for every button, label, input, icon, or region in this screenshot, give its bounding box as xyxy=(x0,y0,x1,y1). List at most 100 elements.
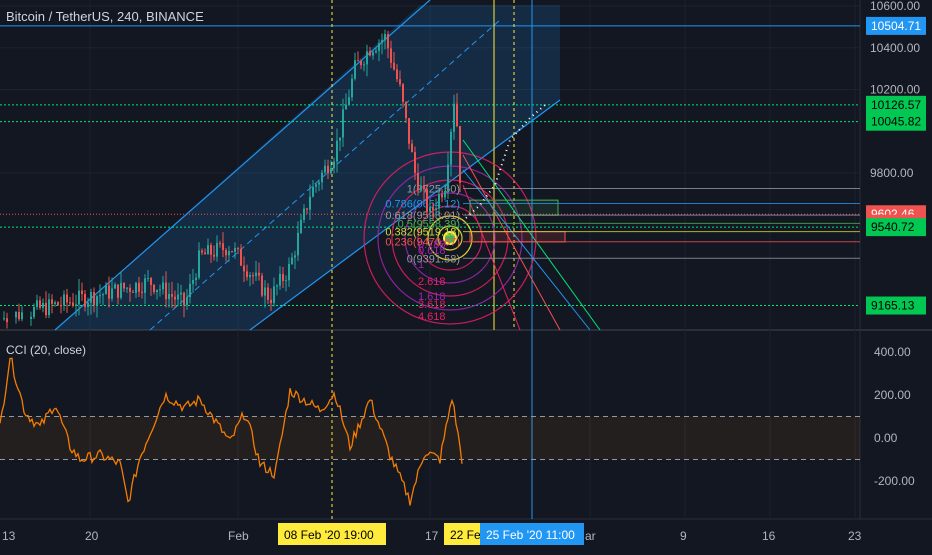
fib-green-zone xyxy=(469,199,559,216)
channel-fill xyxy=(55,5,560,330)
price-badge-bg-5 xyxy=(866,218,926,237)
time-label-4: ar xyxy=(585,529,596,543)
fib-level-label-2: 0.618(9598.01) xyxy=(385,210,460,222)
fan-line-0 xyxy=(462,139,601,331)
candle-body-112 xyxy=(339,137,341,141)
candle-body-43 xyxy=(132,291,134,293)
fib-circle-5 xyxy=(377,165,523,311)
candle-body-63 xyxy=(192,279,194,284)
candle-body-102 xyxy=(309,196,311,210)
candle-body-108 xyxy=(327,165,329,174)
candle-body-96 xyxy=(291,257,293,264)
candle-body-54 xyxy=(165,282,167,300)
fan-line-3 xyxy=(462,184,521,331)
cci-tick-2: 0.00 xyxy=(874,431,898,445)
candle-body-18 xyxy=(57,302,59,306)
candle-body-28 xyxy=(87,302,89,307)
candle-body-106 xyxy=(321,172,323,183)
candle-body-133 xyxy=(402,84,404,102)
time-label-5: 9 xyxy=(680,529,687,543)
candle-body-78 xyxy=(237,248,239,250)
candle-body-100 xyxy=(303,208,305,220)
candle-body-116 xyxy=(351,78,353,98)
candle-body-58 xyxy=(177,294,179,300)
candle-body-55 xyxy=(168,294,170,300)
candle-body-34 xyxy=(105,285,107,295)
candle-body-120 xyxy=(363,64,365,66)
candle-body-44 xyxy=(135,282,137,293)
fib-level-label-5: 0.236(9470.67) xyxy=(385,237,460,249)
candle-body-70 xyxy=(213,254,215,257)
time-label-2: Feb xyxy=(228,529,249,543)
candle-body-126 xyxy=(381,40,383,44)
time-highlight-0: 08 Feb '20 19:00 xyxy=(284,528,374,542)
candle-body-21 xyxy=(66,294,68,303)
candle-body-20 xyxy=(63,294,65,306)
time-highlight-1: 22 Feb xyxy=(450,528,488,542)
fib-level-label-1: 0.786(9654.12) xyxy=(385,198,460,210)
candle-body-80 xyxy=(243,265,245,272)
candle-body-81 xyxy=(246,271,248,278)
candle-body-76 xyxy=(231,251,233,253)
candle-body-109 xyxy=(330,168,332,174)
candle-body-49 xyxy=(150,277,152,285)
candle-body-61 xyxy=(186,297,188,305)
price-badge-bg-1 xyxy=(866,95,926,114)
candle-body-30 xyxy=(93,292,95,306)
candle-body-97 xyxy=(294,255,296,258)
fib-circle-label-2: 1 xyxy=(418,259,424,271)
fib-level-label-3: 0.5(9558.39) xyxy=(398,218,460,230)
candle-body-104 xyxy=(315,184,317,187)
fib-circle-0 xyxy=(437,225,463,251)
candle-body-141 xyxy=(426,189,428,212)
candle-body-38 xyxy=(117,284,119,298)
candle-body-17 xyxy=(54,302,56,304)
candle-body-114 xyxy=(345,104,347,110)
fib-circle-label-5: 3.618 xyxy=(418,299,446,311)
candle-body-151 xyxy=(456,103,458,127)
fib-circle-label-6: 4.618 xyxy=(418,311,446,323)
candle-body-113 xyxy=(342,109,344,138)
price-tick-2: 10200.00 xyxy=(870,83,920,97)
fib-circle-1 xyxy=(427,215,473,261)
candle-body-60 xyxy=(183,292,185,305)
candle-body-1 xyxy=(6,318,8,323)
candle-body-128 xyxy=(387,34,389,49)
candle-body-85 xyxy=(258,272,260,276)
price-tick-0: 10600.00 xyxy=(870,0,920,13)
candle-body-11 xyxy=(36,300,38,308)
time-highlight-bg-1 xyxy=(444,523,484,545)
fib-circle-label-1: 0.618 xyxy=(418,245,446,257)
candle-body-46 xyxy=(141,291,143,293)
candle-body-89 xyxy=(270,299,272,304)
candle-body-12 xyxy=(39,300,41,308)
candle-body-92 xyxy=(279,273,281,286)
candle-body-48 xyxy=(147,277,149,279)
candle-body-27 xyxy=(84,294,86,307)
time-label-6: 16 xyxy=(762,529,776,543)
time-highlight-bg-2 xyxy=(480,523,584,545)
candle-body-98 xyxy=(297,232,299,256)
candle-body-139 xyxy=(420,185,422,191)
candle-body-40 xyxy=(123,282,125,289)
candle-body-52 xyxy=(159,289,161,291)
candle-body-16 xyxy=(51,299,53,304)
fib-circle-label-4: 2.618 xyxy=(418,276,446,288)
price-badge-bg-0 xyxy=(866,16,926,35)
candle-body-82 xyxy=(249,275,251,278)
candle-body-144 xyxy=(435,208,437,211)
candle-body-140 xyxy=(423,185,425,190)
candle-body-122 xyxy=(369,51,371,56)
candle-body-10 xyxy=(33,307,35,317)
candle-body-65 xyxy=(198,250,200,278)
price-badge-bg-6 xyxy=(866,296,926,315)
candle-body-24 xyxy=(75,304,77,306)
price-tick-1: 10400.00 xyxy=(870,41,920,55)
candle-body-107 xyxy=(324,165,326,173)
candle-body-135 xyxy=(408,118,410,144)
time-label-7: 23 xyxy=(848,529,862,543)
candle-body-124 xyxy=(375,50,377,53)
price-badge-1: 10126.57 xyxy=(871,98,921,112)
